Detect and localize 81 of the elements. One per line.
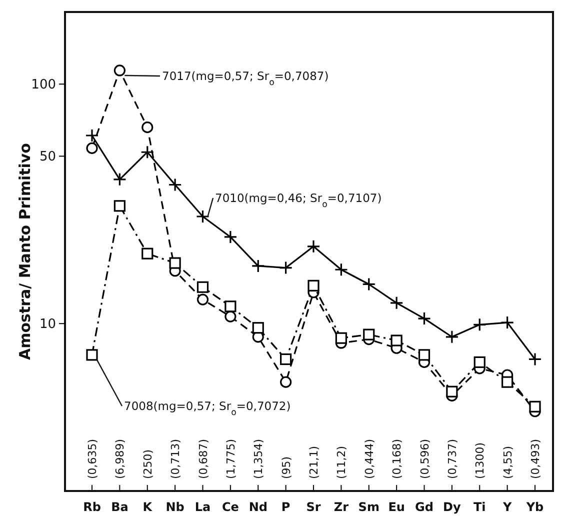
x-tick-label: Nd [248,500,268,514]
annotation: (95) [280,456,293,479]
point [390,334,402,346]
annotation: (0,444) [362,438,376,479]
point [142,122,154,134]
annotation: (0,635) [86,438,99,479]
point [114,64,126,76]
x-tick-label: Dy [443,500,461,514]
x-tick-label: Ce [222,500,239,514]
point [142,248,154,260]
point [252,322,264,334]
x-tick-label: Eu [388,500,405,514]
point [529,400,541,412]
point [306,240,320,254]
point [112,172,126,186]
point [280,353,292,366]
point [279,260,293,275]
point [500,316,514,330]
x-tick-label: Nb [166,500,185,514]
point [114,200,126,212]
annotation: (1300) [474,442,487,479]
annotation: (0,493) [529,438,542,479]
annotation: (1,775) [224,438,238,479]
point [140,145,154,159]
x-tick-label: Ti [473,500,486,514]
x-tick-label: P [281,500,290,514]
point [86,142,98,154]
annotation: (0,596) [418,438,432,479]
annotation: (11,2) [335,446,348,479]
point [224,300,236,312]
point [502,376,514,388]
point [417,312,432,326]
annotation: (21,1) [308,446,320,479]
x-tick-label: Y [502,500,512,514]
point [196,281,209,293]
x-tick-label: Sm [358,500,380,514]
point [446,386,458,398]
point [334,262,348,276]
point [251,259,265,273]
point [528,352,542,366]
y-axis-title: Amostra/ Manto Primitivo [16,143,34,360]
point [363,328,375,340]
point [474,356,486,368]
annotation: (6,989) [114,438,127,479]
y-tick-label: 100 [31,77,56,92]
annotation: (4,55) [501,446,514,479]
point [335,332,347,344]
annotation: (0,737) [446,438,459,479]
annotation: (1,354) [252,438,266,479]
point [445,330,459,344]
annotation: (250) [141,449,154,479]
point [169,257,181,269]
annotation: (0,168) [390,438,404,479]
x-tick-label: Rb [83,500,102,514]
x-tick-label: La [194,500,211,514]
x-tick-label: K [142,500,153,514]
point [418,349,430,361]
x-tick-label: Gd [415,500,434,514]
annotation: 7017(mg=0,57; Sr$_{o}$=0,7087) [162,69,329,88]
annotation: (0,687) [196,438,210,479]
x-tick-label: Yb [525,500,544,514]
point [472,318,486,332]
point [280,376,292,388]
point [362,277,376,292]
annotation: (0,713) [169,438,182,479]
point [196,294,209,306]
point [85,128,99,142]
point [390,296,404,310]
x-tick-label: Ba [111,500,128,514]
point [86,349,98,361]
point [308,280,320,292]
x-tick-label: Sr [306,500,321,514]
point [196,210,210,224]
y-tick-label: 50 [39,149,56,164]
point [224,230,238,244]
point [168,178,182,192]
x-tick-label: Zr [334,500,349,514]
point [224,310,236,322]
annotation: 7008(mg=0,57; Sr$_{o}$=0,7072) [124,399,291,418]
annotation: 7010(mg=0,46; Sr$_{o}$=0,7107) [215,191,382,210]
y-tick-label: 10 [39,316,56,332]
